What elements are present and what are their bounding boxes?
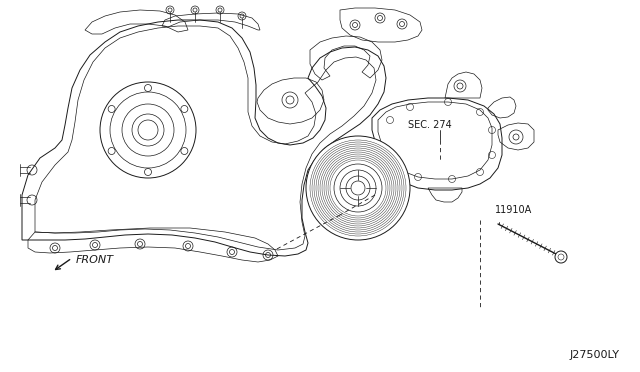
Circle shape [334, 164, 382, 212]
Text: SEC. 274: SEC. 274 [408, 120, 452, 130]
Circle shape [132, 114, 164, 146]
Text: 11910A: 11910A [495, 205, 532, 215]
Text: FRONT: FRONT [76, 255, 114, 265]
Circle shape [306, 136, 410, 240]
Circle shape [346, 176, 370, 200]
Circle shape [555, 251, 567, 263]
Text: J27500LY: J27500LY [570, 350, 620, 360]
Polygon shape [22, 20, 386, 256]
Polygon shape [372, 98, 502, 190]
